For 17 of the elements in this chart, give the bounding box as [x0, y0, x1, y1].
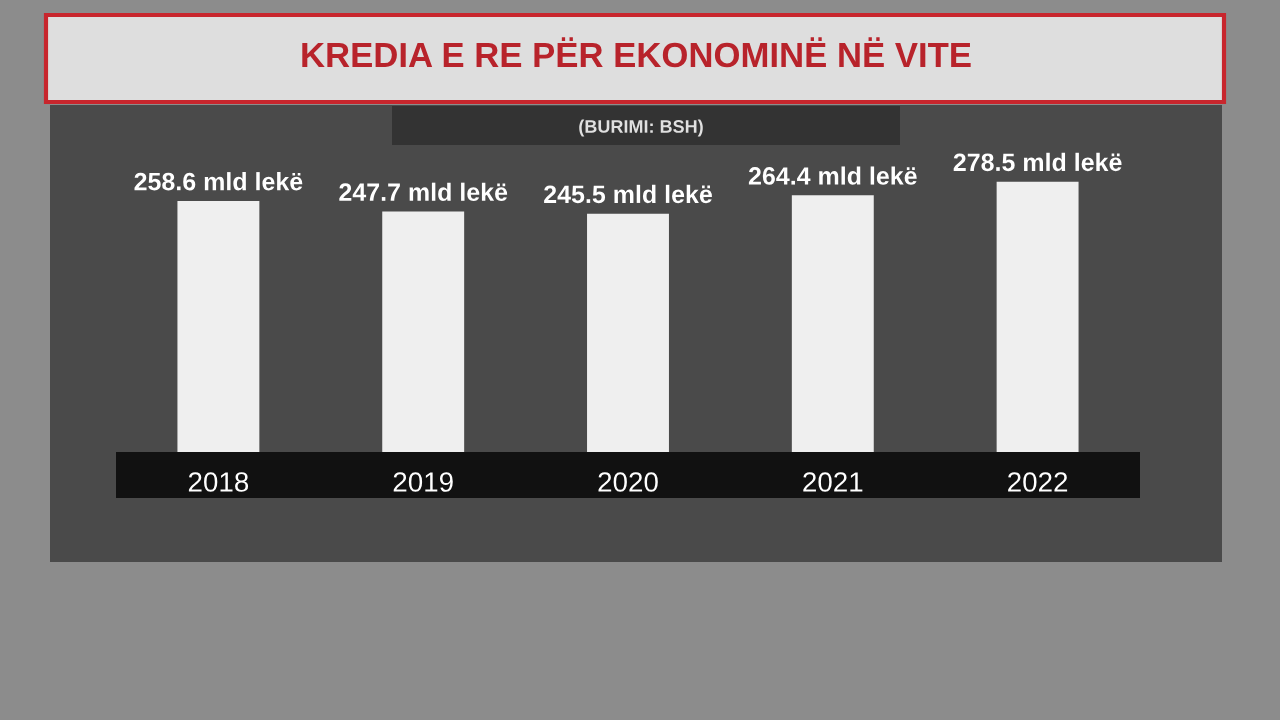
bar [791, 195, 874, 452]
x-tick-label: 2020 [598, 472, 658, 492]
x-tick-label: 2021 [803, 472, 863, 492]
bar [382, 211, 465, 452]
data-label: 247.7 mld lekë [339, 182, 508, 202]
bar [996, 181, 1079, 452]
x-tick-label: 2022 [1008, 472, 1068, 492]
text: (BURIMI: BSH) [579, 119, 703, 137]
data-label: 264.4 mld lekë [748, 166, 917, 185]
bar [587, 213, 669, 452]
chart-title: KREDIA E RE PËR EKONOMINË NË VITE [302, 37, 971, 68]
x-tick-label: 2019 [393, 472, 453, 492]
data-label: 258.6 mld lekë [134, 172, 303, 191]
data-label: 245.5 mld lekë [544, 184, 712, 204]
data-label: 278.5 mld lekë [953, 152, 1122, 172]
x-tick-label: 2018 [188, 472, 249, 492]
bar [177, 200, 260, 452]
